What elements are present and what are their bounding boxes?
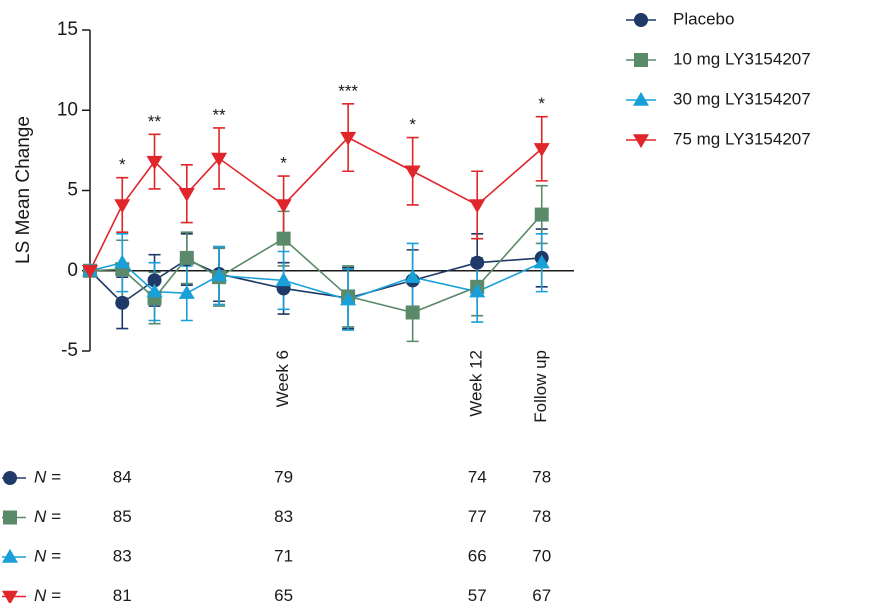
marker	[404, 269, 421, 283]
significance-label: *	[280, 154, 287, 173]
n-value: 81	[113, 586, 132, 603]
marker	[404, 165, 421, 180]
significance-label: *	[538, 94, 545, 113]
marker	[178, 188, 195, 202]
marker	[115, 295, 130, 310]
marker	[1, 590, 19, 603]
significance-label: *	[119, 155, 126, 174]
n-value: 77	[468, 507, 487, 526]
marker	[81, 265, 99, 279]
marker	[533, 254, 550, 269]
n-label: N =	[34, 546, 61, 565]
marker	[470, 255, 485, 270]
marker	[340, 291, 357, 306]
n-value: 71	[274, 546, 293, 565]
series-line	[89, 214, 543, 314]
marker	[533, 143, 550, 157]
marker	[179, 250, 194, 265]
n-value: 70	[532, 546, 551, 565]
significance-label: *	[409, 115, 416, 134]
marker	[340, 131, 357, 146]
legend-label: 30 mg LY3154207	[673, 89, 811, 108]
marker	[634, 53, 648, 67]
y-tick-label: 15	[57, 19, 78, 40]
marker	[469, 283, 486, 298]
marker	[534, 207, 549, 222]
marker	[211, 152, 228, 167]
n-label: N =	[34, 507, 61, 526]
n-value: 67	[532, 586, 551, 603]
y-tick-label: 0	[67, 260, 78, 281]
marker	[146, 283, 163, 298]
marker	[405, 305, 420, 320]
y-tick-label: 10	[57, 99, 78, 120]
marker	[3, 471, 17, 485]
marker	[469, 199, 486, 214]
y-tick-label: 5	[67, 180, 78, 201]
marker	[632, 134, 650, 149]
marker	[275, 199, 292, 214]
x-tick-label: Week 12	[467, 350, 486, 417]
y-tick-label: -5	[61, 340, 78, 361]
n-label: N =	[34, 586, 61, 603]
legend-label: Placebo	[673, 9, 734, 28]
x-tick-label: Follow up	[531, 350, 550, 423]
y-axis-label: LS Mean Change	[13, 116, 34, 264]
n-value: 78	[532, 467, 551, 486]
n-value: 79	[274, 467, 293, 486]
marker	[3, 510, 17, 525]
series-line	[89, 257, 542, 304]
legend-label: 75 mg LY3154207	[673, 129, 811, 148]
marker	[1, 548, 19, 563]
marker	[211, 267, 228, 282]
marker	[178, 285, 195, 299]
legend-label: 10 mg LY3154207	[673, 49, 811, 68]
marker	[114, 199, 131, 214]
n-value: 83	[274, 507, 293, 526]
n-value: 74	[468, 467, 487, 486]
n-value: 66	[468, 546, 487, 565]
marker	[114, 254, 131, 269]
series-line	[89, 261, 543, 301]
series-line	[89, 136, 543, 272]
n-value: 57	[468, 586, 487, 603]
marker	[632, 91, 650, 106]
n-value: 83	[113, 546, 132, 565]
n-label: N =	[34, 467, 61, 486]
significance-label: **	[212, 105, 226, 124]
n-value: 84	[113, 467, 132, 486]
n-value: 78	[532, 507, 551, 526]
x-tick-label: Week 6	[273, 350, 292, 407]
n-value: 85	[113, 507, 132, 526]
n-value: 65	[274, 586, 293, 603]
significance-label: ***	[338, 81, 358, 100]
marker	[275, 272, 292, 287]
marker	[146, 155, 163, 170]
marker	[276, 231, 291, 246]
significance-label: **	[148, 112, 162, 131]
marker	[634, 13, 648, 27]
